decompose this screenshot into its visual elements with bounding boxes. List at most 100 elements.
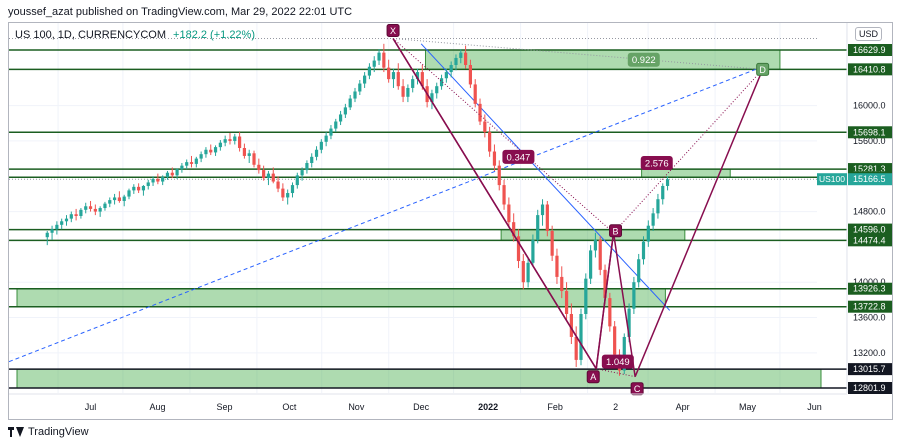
candle-body (555, 255, 559, 277)
candle-body (281, 188, 285, 198)
candle-body (377, 52, 381, 61)
pattern-point-label: C (634, 384, 641, 394)
supply-demand-zone (500, 229, 686, 241)
level-price-label: 12801.9 (853, 383, 886, 393)
pattern-point-box (586, 370, 600, 384)
candle-body (137, 186, 141, 191)
candle-body (74, 214, 78, 216)
supply-demand-zone (641, 168, 731, 178)
candle-body (454, 57, 458, 66)
candle-body (478, 103, 482, 122)
candle-body (103, 203, 107, 209)
candle-body (79, 209, 83, 216)
candle-body (411, 79, 415, 88)
candle-body (334, 121, 338, 129)
pattern-point-label: B (613, 226, 619, 236)
candle-body (502, 185, 506, 205)
candle-body (194, 158, 198, 164)
candle-body (84, 206, 88, 210)
candle-body (569, 313, 573, 337)
level-price-label: 13926.3 (853, 284, 886, 294)
candle-body (507, 204, 511, 223)
pattern-leg (612, 232, 636, 377)
time-axis-tick: Jun (807, 402, 822, 412)
candle-body (286, 193, 290, 198)
candle-body (233, 136, 237, 141)
ratio-box (502, 149, 535, 164)
level-price-label: 15698.1 (853, 127, 886, 137)
candle-body (406, 87, 410, 97)
candle-body (382, 52, 386, 68)
candle-body (185, 162, 189, 166)
level-price-tag (848, 363, 892, 376)
price-change: +182.2 (+1.22%) (173, 29, 255, 41)
candle-body (358, 83, 362, 92)
time-axis-tick: May (739, 402, 757, 412)
candle-body (603, 269, 607, 299)
ratio-box (601, 354, 634, 369)
candle-body (439, 78, 444, 87)
candle-body (632, 282, 636, 309)
candle-body (276, 181, 280, 189)
candle-body (290, 185, 295, 194)
level-price-tag (848, 44, 892, 56)
candle-body (146, 182, 150, 186)
candle-body (50, 229, 54, 233)
candle-body (435, 86, 439, 94)
candle-body (459, 52, 463, 58)
candle-body (98, 208, 102, 212)
candle-body (536, 215, 540, 240)
candle-body (127, 190, 131, 197)
candle-body (161, 177, 165, 182)
candle-body (560, 276, 564, 292)
candle-body (521, 261, 525, 283)
candle-body (584, 278, 588, 314)
candle-body (122, 196, 126, 201)
ratio-line (613, 69, 764, 234)
level-price-label: 14596.0 (853, 225, 886, 235)
candle-body (175, 169, 179, 176)
last-price-tag (848, 173, 892, 186)
level-price-tag (848, 300, 892, 313)
pattern-point-box (609, 224, 623, 238)
ratio-line (596, 368, 636, 378)
candle-body (574, 336, 578, 360)
candle-body (199, 154, 203, 159)
symbol-tag-label: US100 (819, 174, 845, 184)
candle-body (665, 179, 670, 186)
pattern-point-box (756, 62, 770, 76)
time-axis-tick: Apr (676, 402, 690, 412)
candle-body (473, 84, 477, 104)
symbol-tag (817, 173, 847, 186)
candle-body (622, 336, 626, 371)
candle-body (387, 67, 391, 80)
tradingview-logo-icon (8, 427, 24, 437)
level-price-tag (848, 382, 892, 394)
level-price-label: 14474.4 (853, 235, 886, 245)
currency-button[interactable]: USD (854, 27, 882, 41)
ratio-box (627, 52, 660, 67)
tradingview-branding: TradingView (8, 426, 89, 438)
publisher-caption: youssef_azat published on TradingView.co… (8, 6, 353, 18)
price-axis-tick: 13600.0 (853, 313, 886, 323)
candle-body (93, 208, 97, 212)
candle-body (526, 262, 530, 283)
candle-body (463, 52, 468, 66)
candle-body (257, 164, 261, 171)
ratio-box (640, 156, 673, 171)
candle-body (319, 141, 323, 150)
candle-body (242, 148, 247, 156)
candle-body (579, 313, 583, 360)
candle-body (613, 326, 617, 355)
candle-body (550, 230, 554, 256)
last-price-label: 15166.5 (853, 174, 886, 184)
candle-body (314, 149, 319, 157)
candle-body (564, 291, 569, 314)
chart-panel[interactable]: US 100, 1D, CURRENCYCOM +182.2 (+1.22%) … (8, 22, 893, 420)
candle-body (300, 170, 304, 176)
ratio-label: 2.576 (645, 159, 669, 170)
ratio-line (392, 38, 614, 234)
candle-body (324, 135, 328, 142)
ratio-label: 0.922 (632, 55, 656, 66)
chart-svg[interactable]: XABCD0.3472.5761.0490.92213200.013600.01… (9, 23, 893, 420)
